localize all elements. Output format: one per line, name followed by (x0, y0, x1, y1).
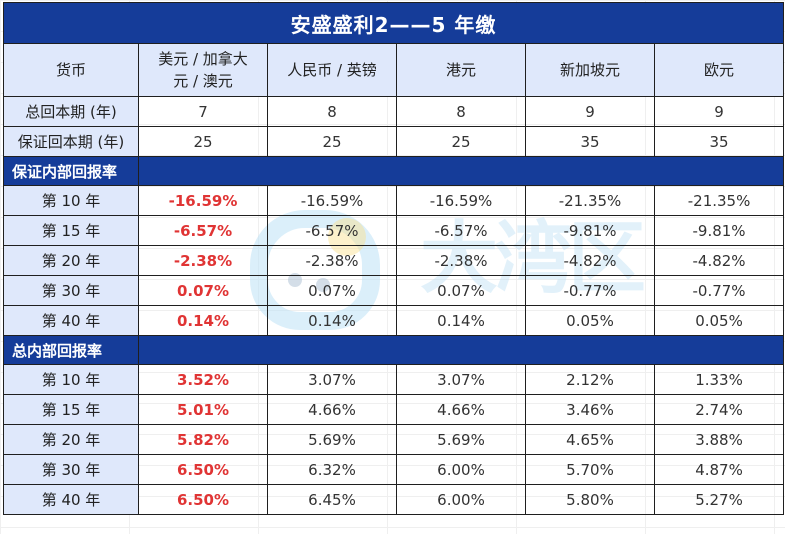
section-title: 保证内部回报率 (3, 156, 139, 186)
table-cell-highlight: 0.07% (138, 275, 268, 306)
table-row: 第 20 年 -2.38% -2.38% -2.38% -4.82% -4.82… (3, 245, 785, 276)
table-cell: 6.00% (396, 454, 526, 485)
table-cell: -16.59% (396, 185, 526, 216)
table-row: 第 40 年 0.14% 0.14% 0.14% 0.05% 0.05% (3, 305, 785, 336)
table-cell: 4.87% (653, 454, 785, 485)
table-cell-highlight: 6.50% (138, 454, 268, 485)
table-cell: -9.81% (653, 215, 785, 246)
table-cell: 0.05% (653, 305, 785, 336)
row-label: 第 30 年 (3, 454, 139, 485)
table-cell: 4.65% (525, 424, 655, 455)
table-cell: 5.80% (525, 484, 655, 515)
table-cell: 1.33% (653, 364, 785, 395)
table-cell: 9 (525, 96, 655, 127)
table-cell-highlight: 6.50% (138, 484, 268, 515)
table-row: 第 40 年 6.50% 6.45% 6.00% 5.80% 5.27% (3, 484, 785, 515)
column-header: 美元 / 加拿大元 / 澳元 (138, 43, 268, 97)
table-row: 第 20 年 5.82% 5.69% 5.69% 4.65% 3.88% (3, 424, 785, 455)
table-cell: -2.38% (396, 245, 526, 276)
table-cell-highlight: -6.57% (138, 215, 268, 246)
table-cell: 8 (267, 96, 397, 127)
section-header-fill (137, 335, 785, 365)
column-header: 欧元 (653, 43, 785, 97)
table-row: 第 30 年 0.07% 0.07% 0.07% -0.77% -0.77% (3, 275, 785, 306)
table-cell-highlight: 5.82% (138, 424, 268, 455)
table-cell: -0.77% (653, 275, 785, 306)
table-cell: 25 (267, 126, 397, 157)
table-cell: 7 (138, 96, 268, 127)
table-cell: 5.27% (653, 484, 785, 515)
row-label: 第 20 年 (3, 424, 139, 455)
table-row: 第 30 年 6.50% 6.32% 6.00% 5.70% 4.87% (3, 454, 785, 485)
table-cell: 5.70% (525, 454, 655, 485)
table-cell: 5.69% (267, 424, 397, 455)
plan-comparison-table: 安盛盛利2——5 年缴 货币 美元 / 加拿大元 / 澳元 人民币 / 英镑 港… (2, 2, 785, 515)
table-cell: 0.14% (396, 305, 526, 336)
table-row: 保证回本期 (年) 25 25 25 35 35 (3, 126, 785, 157)
row-label: 保证回本期 (年) (3, 126, 139, 157)
table-cell: 2.74% (653, 394, 785, 425)
table-row: 第 15 年 5.01% 4.66% 4.66% 3.46% 2.74% (3, 394, 785, 425)
table-cell: 3.07% (267, 364, 397, 395)
table-cell: 3.46% (525, 394, 655, 425)
table-cell: -21.35% (653, 185, 785, 216)
table-cell: -4.82% (525, 245, 655, 276)
table-cell: 35 (525, 126, 655, 157)
table-cell-highlight: -2.38% (138, 245, 268, 276)
column-header: 港元 (396, 43, 526, 97)
table-cell: 9 (653, 96, 785, 127)
table-cell-highlight: 0.14% (138, 305, 268, 336)
table-cell: 6.32% (267, 454, 397, 485)
table-row: 第 15 年 -6.57% -6.57% -6.57% -9.81% -9.81… (3, 215, 785, 246)
table-cell-highlight: 5.01% (138, 394, 268, 425)
table-cell: -21.35% (525, 185, 655, 216)
table-cell: -6.57% (267, 215, 397, 246)
section-header-total-irr: 总内部回报率 (3, 335, 785, 365)
table-cell: 6.00% (396, 484, 526, 515)
table-cell: -2.38% (267, 245, 397, 276)
table-row: 第 10 年 -16.59% -16.59% -16.59% -21.35% -… (3, 185, 785, 216)
row-label: 第 20 年 (3, 245, 139, 276)
table-cell: 25 (138, 126, 268, 157)
table-cell: 0.07% (267, 275, 397, 306)
section-title: 总内部回报率 (3, 335, 139, 365)
table-cell: 2.12% (525, 364, 655, 395)
column-header: 人民币 / 英镑 (267, 43, 397, 97)
column-header: 新加坡元 (525, 43, 655, 97)
table-cell: 6.45% (267, 484, 397, 515)
row-label: 第 15 年 (3, 394, 139, 425)
table-cell: 4.66% (396, 394, 526, 425)
table-cell: 0.14% (267, 305, 397, 336)
row-label: 第 10 年 (3, 185, 139, 216)
table-cell-highlight: -16.59% (138, 185, 268, 216)
currency-label: 货币 (3, 43, 139, 97)
row-label: 第 30 年 (3, 275, 139, 306)
table-cell: 3.07% (396, 364, 526, 395)
table-cell: 0.07% (396, 275, 526, 306)
row-label: 第 10 年 (3, 364, 139, 395)
table-cell: -4.82% (653, 245, 785, 276)
table-cell: -0.77% (525, 275, 655, 306)
table-cell: 3.88% (653, 424, 785, 455)
table-row: 第 10 年 3.52% 3.07% 3.07% 2.12% 1.33% (3, 364, 785, 395)
table-cell: 0.05% (525, 305, 655, 336)
table-row: 总回本期 (年) 7 8 8 9 9 (3, 96, 785, 127)
section-header-fill (137, 156, 785, 186)
table-cell: -6.57% (396, 215, 526, 246)
table-cell: -9.81% (525, 215, 655, 246)
table-cell-highlight: 3.52% (138, 364, 268, 395)
row-label: 第 40 年 (3, 305, 139, 336)
row-label: 第 40 年 (3, 484, 139, 515)
section-header-guaranteed-irr: 保证内部回报率 (3, 156, 785, 186)
row-label: 第 15 年 (3, 215, 139, 246)
table-cell: 8 (396, 96, 526, 127)
row-label: 总回本期 (年) (3, 96, 139, 127)
table-cell: -16.59% (267, 185, 397, 216)
currency-header-row: 货币 美元 / 加拿大元 / 澳元 人民币 / 英镑 港元 新加坡元 欧元 (3, 43, 785, 97)
table-cell: 5.69% (396, 424, 526, 455)
table-cell: 35 (653, 126, 785, 157)
table-cell: 25 (396, 126, 526, 157)
table-title: 安盛盛利2——5 年缴 (2, 2, 785, 44)
table-cell: 4.66% (267, 394, 397, 425)
